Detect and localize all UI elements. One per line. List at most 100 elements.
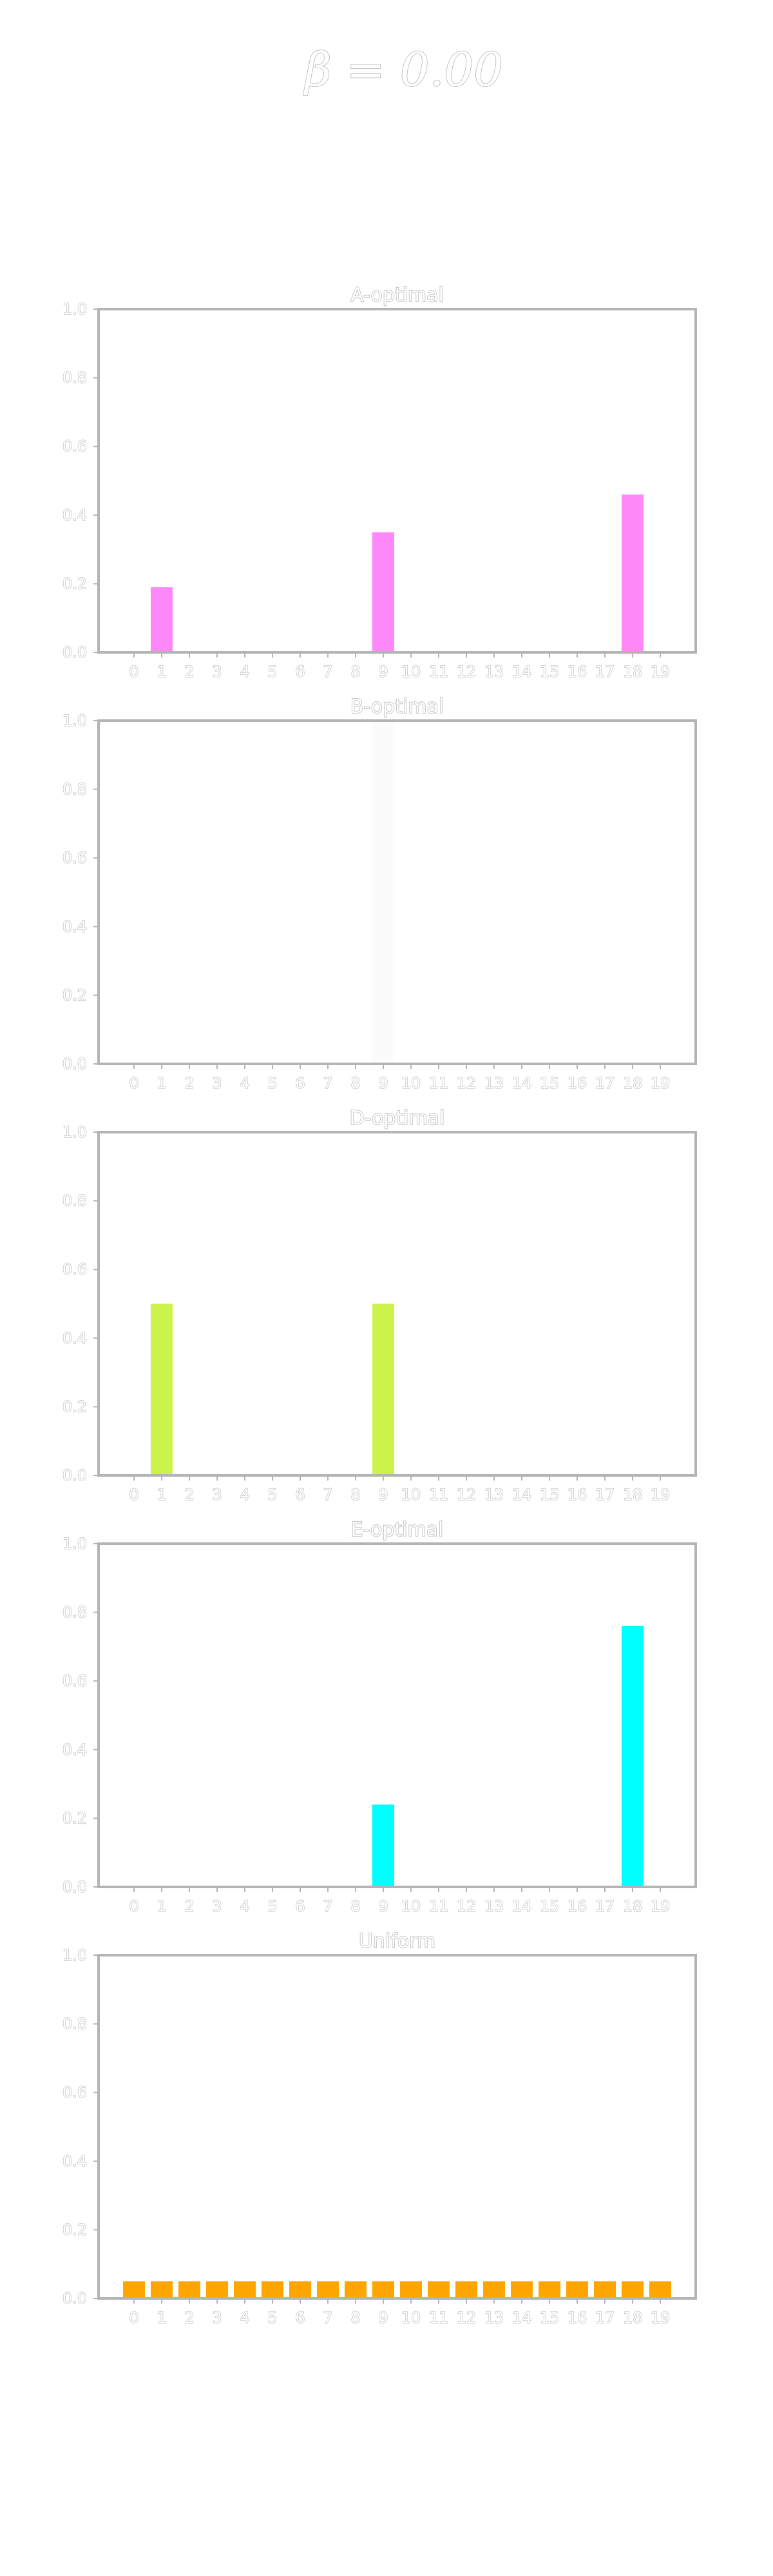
y-tick-label: 0.0 xyxy=(62,1878,87,1896)
x-tick-label: 8 xyxy=(350,1486,360,1504)
x-tick-label: 13 xyxy=(484,1074,504,1092)
x-tick-label: 2 xyxy=(184,1074,194,1092)
x-tick-label: 11 xyxy=(429,663,449,681)
axes-frame xyxy=(97,1542,697,1888)
y-tick-label: 0.8 xyxy=(62,369,87,387)
x-tick-label: 1 xyxy=(157,663,166,681)
x-tick-label: 18 xyxy=(623,1897,643,1915)
x-tick-label: 17 xyxy=(595,1486,615,1504)
x-tick-label: 10 xyxy=(401,663,421,681)
x-tick-label: 19 xyxy=(651,2309,671,2327)
x-tick-label: 3 xyxy=(212,1074,222,1092)
y-tick-label: 0.4 xyxy=(62,506,87,524)
x-tick-label: 15 xyxy=(540,1074,560,1092)
x-tick-label: 14 xyxy=(512,1074,532,1092)
x-tick-label: 12 xyxy=(457,663,477,681)
x-tick-label: 19 xyxy=(651,1897,671,1915)
x-tick-label: 10 xyxy=(401,1897,421,1915)
x-tick-label: 12 xyxy=(457,1897,477,1915)
x-tick-label: 3 xyxy=(212,1486,222,1504)
axes-frame xyxy=(97,719,697,1065)
panel-title: A-optimal xyxy=(350,284,444,307)
y-tick-label: 0.2 xyxy=(62,1809,87,1827)
x-tick-label: 17 xyxy=(595,1074,615,1092)
x-tick-label: 3 xyxy=(212,2309,222,2327)
x-tick-label: 1 xyxy=(157,1897,166,1915)
y-tick-label: 0.2 xyxy=(62,986,87,1004)
x-tick-label: 16 xyxy=(568,1897,587,1915)
x-tick-label: 9 xyxy=(378,2309,388,2327)
x-tick-label: 4 xyxy=(240,663,249,681)
y-tick-label: 1.0 xyxy=(62,1946,87,1964)
x-tick-label: 15 xyxy=(540,1486,560,1504)
y-tick-label: 0.4 xyxy=(62,1741,87,1759)
y-tick-label: 0.2 xyxy=(62,2221,87,2239)
y-tick-label: 0.6 xyxy=(62,1672,87,1690)
x-tick-label: 13 xyxy=(484,2309,504,2327)
bar xyxy=(372,532,394,652)
x-tick-label: 5 xyxy=(267,1897,277,1915)
x-tick-label: 10 xyxy=(401,1486,421,1504)
x-tick-label: 7 xyxy=(323,1897,332,1915)
x-tick-label: 0 xyxy=(129,1486,138,1504)
bar xyxy=(622,494,644,652)
y-tick-label: 0.6 xyxy=(62,437,87,455)
bar xyxy=(289,2281,311,2298)
panel-title: E-optimal xyxy=(351,1519,444,1541)
x-tick-label: 10 xyxy=(401,2309,421,2327)
x-tick-label: 1 xyxy=(157,1486,166,1504)
x-tick-label: 0 xyxy=(129,1897,138,1915)
x-tick-label: 8 xyxy=(350,1074,360,1092)
bar xyxy=(345,2281,367,2298)
panel-title: B-optimal xyxy=(350,696,444,718)
x-tick-label: 14 xyxy=(512,2309,532,2327)
x-tick-label: 4 xyxy=(240,1486,249,1504)
x-tick-label: 0 xyxy=(129,663,138,681)
bar xyxy=(123,2281,145,2298)
y-tick-label: 0.0 xyxy=(62,643,87,661)
bar xyxy=(178,2281,200,2298)
bar xyxy=(622,1625,644,1887)
bar xyxy=(372,1303,394,1475)
y-tick-label: 0.8 xyxy=(62,781,87,799)
x-tick-label: 19 xyxy=(651,1074,671,1092)
bar xyxy=(206,2281,228,2298)
bar xyxy=(622,2281,644,2298)
x-tick-label: 17 xyxy=(595,663,615,681)
y-tick-label: 0.6 xyxy=(62,2083,87,2101)
x-tick-label: 5 xyxy=(267,663,277,681)
x-tick-label: 19 xyxy=(651,663,671,681)
y-tick-label: 0.8 xyxy=(62,1192,87,1210)
y-tick-label: 1.0 xyxy=(62,1123,87,1141)
y-tick-label: 1.0 xyxy=(62,712,87,730)
x-tick-label: 16 xyxy=(568,2309,587,2327)
bar xyxy=(372,721,394,1064)
x-tick-label: 18 xyxy=(623,1074,643,1092)
bar xyxy=(372,2281,394,2298)
x-tick-label: 6 xyxy=(295,663,305,681)
x-tick-label: 14 xyxy=(512,1486,532,1504)
x-tick-label: 3 xyxy=(212,663,222,681)
bar xyxy=(649,2281,671,2298)
bar xyxy=(511,2281,533,2298)
x-tick-label: 11 xyxy=(429,2309,449,2327)
x-tick-label: 19 xyxy=(651,1486,671,1504)
y-tick-label: 0.0 xyxy=(62,1466,87,1484)
x-tick-label: 15 xyxy=(540,1897,560,1915)
x-tick-label: 1 xyxy=(157,2309,166,2327)
x-tick-label: 18 xyxy=(623,663,643,681)
x-tick-label: 6 xyxy=(295,1486,305,1504)
axes-frame xyxy=(97,1131,697,1477)
x-tick-label: 2 xyxy=(184,663,194,681)
bar xyxy=(400,2281,422,2298)
bar xyxy=(151,1303,173,1475)
x-tick-label: 2 xyxy=(184,1486,194,1504)
x-tick-label: 15 xyxy=(540,2309,560,2327)
x-tick-label: 13 xyxy=(484,1486,504,1504)
x-tick-label: 12 xyxy=(457,2309,477,2327)
bar xyxy=(483,2281,505,2298)
